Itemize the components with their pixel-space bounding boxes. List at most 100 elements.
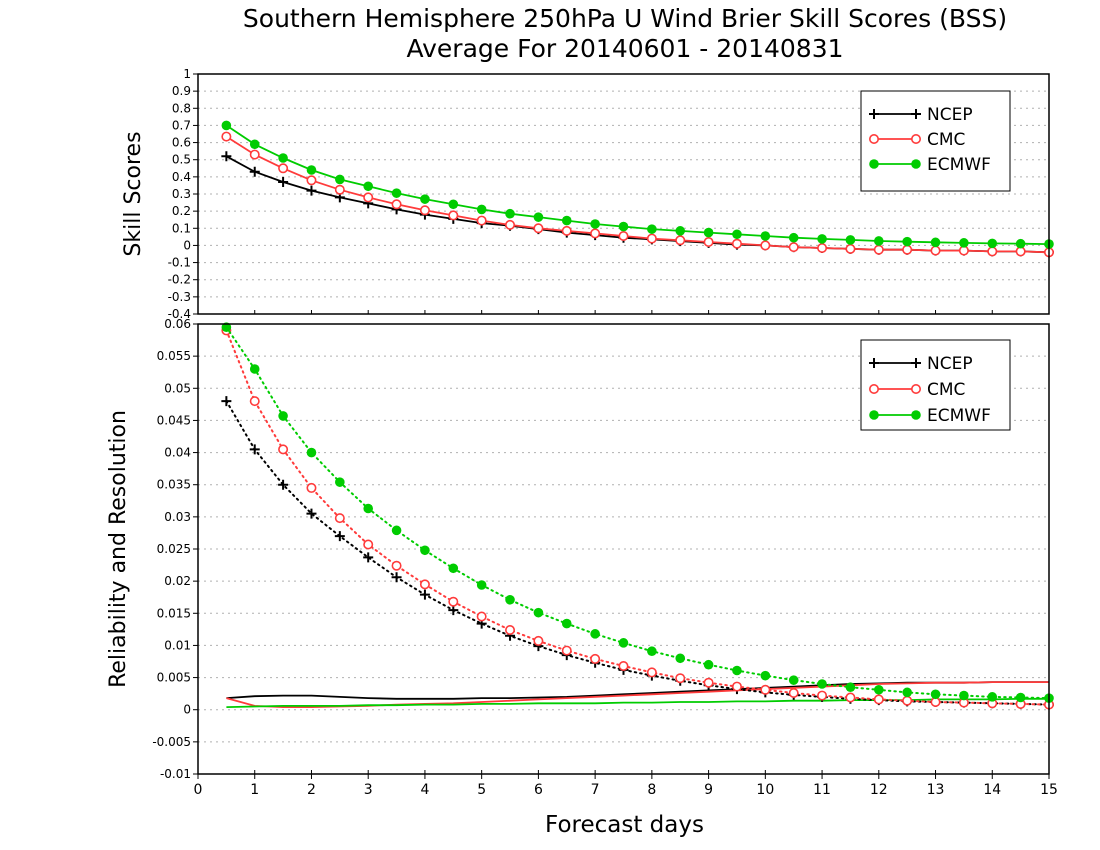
data-point: [420, 545, 430, 556]
data-point: [788, 232, 799, 243]
data-point: [363, 552, 374, 563]
data-point: [561, 215, 572, 226]
data-point: [334, 513, 345, 524]
plot-frame: [197, 323, 1050, 775]
y-tick-label: 0.6: [172, 136, 191, 150]
data-point: [448, 605, 459, 616]
data-point: [448, 596, 459, 607]
data-point: [788, 687, 799, 698]
y-tick-label: 0.05: [164, 381, 191, 395]
data-point: [221, 151, 232, 162]
data-point: [335, 477, 345, 487]
legend-box: [860, 90, 1011, 192]
y-tick-label: 0: [183, 238, 191, 252]
data-point: [533, 223, 544, 234]
y-axis-label: Reliability and Resolution: [106, 410, 131, 688]
data-point: [561, 225, 572, 236]
data-point: [448, 199, 459, 210]
y-tick-label: 0.005: [157, 671, 191, 685]
y-tick-label: 0.045: [157, 413, 191, 427]
y-tick-label: -0.1: [168, 256, 191, 270]
data-point: [930, 245, 941, 256]
data-point: [845, 692, 856, 703]
y-tick-label: 1: [183, 67, 191, 81]
data-point: [391, 199, 402, 210]
data-point: [732, 229, 742, 240]
chart-title: Southern Hemisphere 250hPa U Wind Brier …: [242, 4, 1008, 33]
data-point: [845, 235, 856, 245]
data-point: [249, 396, 260, 407]
series-line: [226, 697, 1049, 708]
data-point: [278, 177, 289, 187]
data-point: [476, 204, 487, 215]
legend-marker: [911, 358, 921, 368]
x-tick-label: 4: [420, 782, 429, 798]
chart-subtitle: Average For 20140601 - 20140831: [406, 34, 844, 63]
y-tick-label: 0.2: [172, 204, 191, 218]
y-tick-label: -0.005: [152, 735, 191, 749]
y-tick-label: 0.5: [172, 153, 191, 167]
x-tick-label: 2: [307, 782, 316, 798]
data-point: [760, 670, 771, 681]
data-point: [419, 205, 430, 216]
x-axis-label: Forecast days: [545, 812, 704, 838]
y-tick-label: 0.03: [164, 510, 191, 524]
data-point: [959, 238, 969, 248]
x-tick-label: 3: [364, 782, 373, 798]
data-point: [249, 139, 260, 150]
data-point: [476, 580, 487, 590]
data-point: [221, 120, 232, 131]
data-point: [788, 242, 799, 253]
data-point: [646, 233, 657, 244]
data-point: [306, 508, 317, 519]
y-axis-label: Skill Scores: [121, 131, 146, 256]
legend-marker: [868, 134, 879, 145]
x-tick-label: 6: [534, 782, 543, 798]
data-point: [675, 673, 686, 684]
legend-marker: [869, 109, 879, 119]
data-point: [1015, 238, 1026, 249]
data-point: [902, 236, 912, 247]
data-point: [505, 208, 515, 219]
y-tick-label: 0.01: [164, 638, 191, 652]
data-point: [505, 624, 516, 635]
data-point: [817, 234, 827, 244]
data-point: [476, 611, 487, 622]
x-tick-label: 14: [983, 782, 1001, 798]
data-point: [306, 175, 317, 186]
legend-label: CMC: [927, 380, 965, 400]
data-point: [987, 246, 998, 257]
data-point: [703, 237, 714, 248]
data-point: [647, 646, 657, 657]
data-point: [732, 665, 742, 676]
data-point: [533, 212, 544, 222]
data-point: [873, 244, 884, 255]
legend-marker: [911, 159, 921, 169]
legend-label: NCEP: [927, 105, 973, 125]
data-point: [760, 231, 771, 241]
data-point: [363, 181, 374, 192]
data-point: [902, 695, 913, 706]
data-point: [363, 539, 374, 550]
data-point: [249, 166, 260, 177]
data-point: [533, 635, 544, 646]
data-point: [221, 396, 232, 407]
data-point: [987, 238, 998, 249]
data-point: [561, 618, 572, 629]
data-point: [760, 684, 771, 695]
data-point: [306, 165, 317, 175]
legend-marker: [911, 410, 921, 420]
legend-marker: [910, 383, 921, 394]
y-tick-label: 0.04: [164, 446, 191, 460]
y-tick-label: 0.055: [157, 349, 191, 363]
data-point: [874, 684, 884, 695]
data-point: [278, 411, 288, 421]
x-tick-label: 0: [194, 782, 203, 798]
x-tick-label: 11: [813, 782, 831, 798]
data-point: [221, 131, 232, 142]
x-tick-label: 15: [1040, 782, 1058, 798]
data-point: [703, 659, 714, 670]
legend-marker: [869, 410, 879, 420]
y-tick-label: -0.2: [168, 273, 191, 287]
y-tick-label: 0.9: [172, 84, 191, 98]
